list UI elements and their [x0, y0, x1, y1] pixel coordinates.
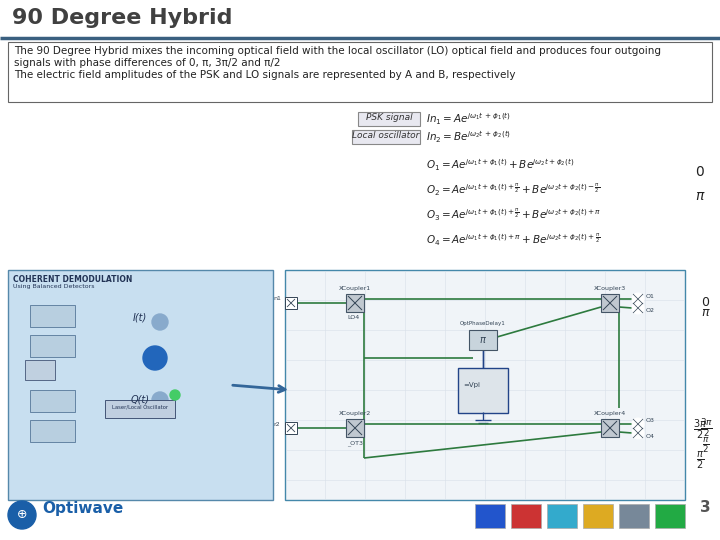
Text: $In_1 = Ae^{j\omega_1 t\,+\,\phi_1(t)}$: $In_1 = Ae^{j\omega_1 t\,+\,\phi_1(t)}$: [426, 111, 511, 127]
Circle shape: [143, 346, 167, 370]
Text: $\frac{\pi}{2}$: $\frac{\pi}{2}$: [702, 435, 710, 455]
Bar: [8, 270, 273, 500]
Text: $0$: $0$: [701, 295, 711, 308]
Bar: [30, 390, 75, 412]
Text: The electric field amplitudes of the PSK and LO signals are represented by A and: The electric field amplitudes of the PSK…: [14, 70, 516, 80]
Text: COHERENT DEMODULATION: COHERENT DEMODULATION: [13, 275, 132, 284]
Text: PSK signal: PSK signal: [366, 113, 413, 122]
Bar: [469, 330, 497, 350]
Text: LO4: LO4: [347, 315, 359, 320]
Text: $\frac{3\pi}{2}$: $\frac{3\pi}{2}$: [693, 418, 707, 442]
Bar: [105, 400, 175, 418]
Bar: [655, 504, 685, 528]
Bar: [601, 419, 619, 437]
Text: O2: O2: [646, 308, 655, 314]
Bar: [352, 130, 420, 144]
Bar: [285, 422, 297, 434]
Text: I(t): I(t): [133, 313, 147, 323]
Bar: [358, 112, 420, 126]
Text: n1: n1: [273, 296, 281, 301]
Text: 90 Degree Hybrid: 90 Degree Hybrid: [12, 8, 233, 28]
Bar: [30, 335, 75, 357]
Circle shape: [170, 390, 180, 400]
Text: signals with phase differences of 0, π, 3π/2 and π/2: signals with phase differences of 0, π, …: [14, 58, 281, 68]
Bar: [475, 504, 505, 528]
Text: XCoupler2: XCoupler2: [339, 411, 371, 416]
Text: $In_2 = Be^{j\omega_2 t\,+\,\phi_2(t)}$: $In_2 = Be^{j\omega_2 t\,+\,\phi_2(t)}$: [426, 129, 511, 145]
Text: XCoupler1: XCoupler1: [339, 286, 371, 291]
Text: Local oscillator: Local oscillator: [352, 131, 420, 140]
Text: Q(t): Q(t): [130, 395, 150, 405]
Circle shape: [632, 293, 644, 305]
Text: _OT3: _OT3: [347, 440, 363, 445]
Bar: [25, 360, 55, 380]
Bar: [458, 368, 508, 413]
Text: $O_2 = Ae^{j\omega_1 t+\phi_1(t)+\frac{\pi}{2}} + Be^{j\omega_2 t+\phi_2(t)-\fra: $O_2 = Ae^{j\omega_1 t+\phi_1(t)+\frac{\…: [426, 182, 600, 198]
Bar: [619, 504, 649, 528]
Circle shape: [152, 392, 168, 408]
Circle shape: [632, 302, 644, 314]
Bar: [30, 420, 75, 442]
Text: O3: O3: [646, 418, 655, 423]
Text: $0$: $0$: [695, 165, 705, 179]
Circle shape: [8, 501, 36, 529]
Text: XCoupler4: XCoupler4: [594, 411, 626, 416]
Text: $\pi$: $\pi$: [701, 306, 711, 319]
Bar: [511, 504, 541, 528]
Text: 3: 3: [700, 501, 711, 516]
Text: O1: O1: [646, 294, 655, 299]
Text: =Vpi: =Vpi: [463, 382, 480, 388]
Text: OptPhaseDelay1: OptPhaseDelay1: [460, 321, 506, 326]
Bar: [285, 297, 297, 309]
Text: $\pi$: $\pi$: [695, 189, 706, 203]
Bar: [547, 504, 577, 528]
Text: $O_3 = Ae^{j\omega_1 t+\phi_1(t)+\frac{\pi}{2}} + Be^{j\omega_2 t+\phi_2(t)+\pi}: $O_3 = Ae^{j\omega_1 t+\phi_1(t)+\frac{\…: [426, 207, 601, 223]
Circle shape: [632, 418, 644, 430]
Text: XCoupler3: XCoupler3: [594, 286, 626, 291]
Text: $O_1 = Ae^{j\omega_1 t+\phi_1(t)} + Be^{j\omega_2 t+\phi_2(t)}$: $O_1 = Ae^{j\omega_1 t+\phi_1(t)} + Be^{…: [426, 157, 575, 173]
Bar: [346, 294, 364, 312]
Bar: [8, 42, 712, 102]
Text: The 90 Degree Hybrid mixes the incoming optical field with the local oscillator : The 90 Degree Hybrid mixes the incoming …: [14, 46, 661, 56]
Text: $O_4 = Ae^{j\omega_1 t+\phi_1(t)+\pi} + Be^{j\omega_2 t+\phi_2(t)+\frac{\pi}{2}}: $O_4 = Ae^{j\omega_1 t+\phi_1(t)+\pi} + …: [426, 232, 600, 248]
Bar: [346, 419, 364, 437]
Text: O4: O4: [646, 434, 655, 438]
Bar: [583, 504, 613, 528]
Text: r2: r2: [274, 422, 280, 427]
Text: Laser/Local Oscillator: Laser/Local Oscillator: [112, 404, 168, 409]
Text: Using Balanced Detectors: Using Balanced Detectors: [13, 284, 94, 289]
Text: ⊕: ⊕: [17, 509, 27, 522]
Text: Optiwave: Optiwave: [42, 502, 123, 516]
Text: $\pi$: $\pi$: [479, 335, 487, 345]
Text: $\frac{3\pi}{2}$: $\frac{3\pi}{2}$: [700, 417, 713, 439]
Bar: [285, 270, 685, 500]
Circle shape: [152, 314, 168, 330]
Text: $\frac{\pi}{2}$: $\frac{\pi}{2}$: [696, 449, 704, 471]
Circle shape: [632, 427, 644, 439]
Bar: [30, 305, 75, 327]
Bar: [601, 294, 619, 312]
